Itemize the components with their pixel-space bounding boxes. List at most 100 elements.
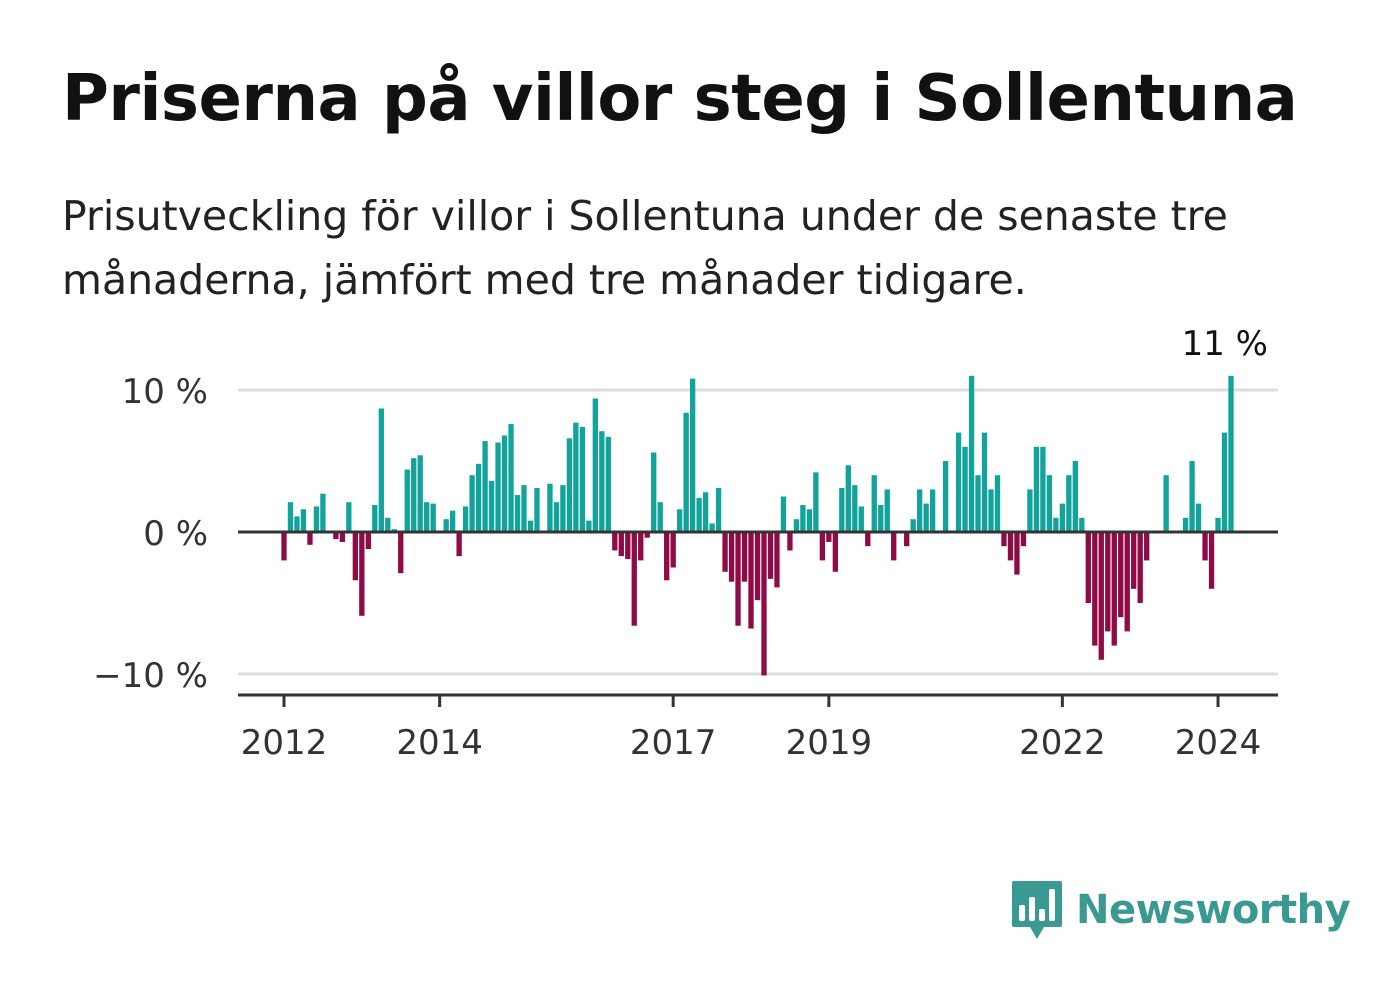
bar [884,489,890,532]
bar [359,532,365,616]
bar [1118,532,1124,618]
bar [495,442,501,532]
brand-logo-group[interactable]: Newsworthy [1010,875,1351,945]
bar [923,503,929,532]
bar [560,485,566,532]
bar [709,523,715,532]
bar [696,497,702,532]
bar [1228,375,1234,532]
bar [767,532,774,579]
bar [411,458,417,532]
bar [839,487,845,532]
axis-labels: 10 % 0 % −10 % 2012 2014 2017 2019 2022 2024 11 % [93,324,1268,763]
bar [774,532,780,588]
bar [1072,461,1078,532]
bar [975,475,981,532]
bar [1137,532,1143,603]
bar [482,441,488,532]
bar [313,506,320,532]
bar [385,517,391,532]
bar [449,510,456,532]
bar [962,446,968,532]
bar [741,532,748,582]
bar [300,509,307,532]
bar [852,485,858,532]
bar [677,509,683,532]
bar [1046,475,1053,532]
bar [929,489,936,532]
bar [689,378,696,532]
bar [917,489,923,532]
grid-lines [238,388,1278,676]
bar [508,424,514,532]
bar [566,438,573,532]
x-tick-label: 2022 [1019,723,1106,763]
bar [871,475,877,532]
bar [333,532,339,540]
chart-subtitle: Prisutveckling för villor i Sollentuna u… [62,192,1228,304]
bar [1163,475,1169,532]
bar [534,487,540,532]
x-tick-label: 2019 [786,723,873,763]
bar [631,532,637,626]
bar [339,532,346,542]
x-tick-label: 2012 [241,723,328,763]
bar [813,472,819,532]
bar [683,412,689,532]
bar [955,432,962,532]
bar [1059,503,1066,532]
bar [527,520,534,532]
x-tick-label: 2024 [1175,723,1262,763]
bar [579,426,586,532]
bar [1202,532,1208,561]
bar [287,502,294,532]
bar [748,532,754,629]
bar [625,532,631,559]
y-tick-label: 0 % [143,514,208,554]
bar [1098,532,1104,660]
bar [346,502,352,532]
bar [1189,461,1195,532]
bar [456,532,462,557]
bar [832,532,838,572]
bar [1195,503,1202,532]
bar [735,532,741,626]
bar [715,487,722,532]
bar [469,475,475,532]
axes [238,530,1278,707]
newsworthy-bar-chart-icon [1012,881,1062,939]
bar [657,502,663,532]
bar [780,496,787,532]
bar [501,435,508,532]
bar [352,532,359,581]
bar [1124,532,1130,632]
bar [592,398,598,532]
bar [858,506,864,532]
y-tick-label: −10 % [93,656,208,696]
bar [651,452,657,532]
bar [800,505,806,532]
bar [1221,432,1228,532]
bar [573,422,579,532]
bar [307,532,313,545]
bar [994,475,1001,532]
bar [754,532,761,601]
bar [281,532,287,561]
bar [1131,532,1137,589]
bar [865,532,871,547]
bar [417,455,423,532]
y-tick-label: 10 % [122,372,208,412]
chart-title: Priserna på villor steg i Sollentuna [62,62,1298,136]
bar [424,502,430,532]
x-tick-label: 2017 [630,723,717,763]
bar [1001,532,1007,547]
bar [728,532,735,582]
bar [398,532,404,574]
bar [819,532,826,561]
bar-series [281,375,1234,676]
bar [1033,446,1040,532]
bar [761,532,767,676]
bar [430,503,436,532]
bar [878,505,884,532]
bar [365,532,371,550]
